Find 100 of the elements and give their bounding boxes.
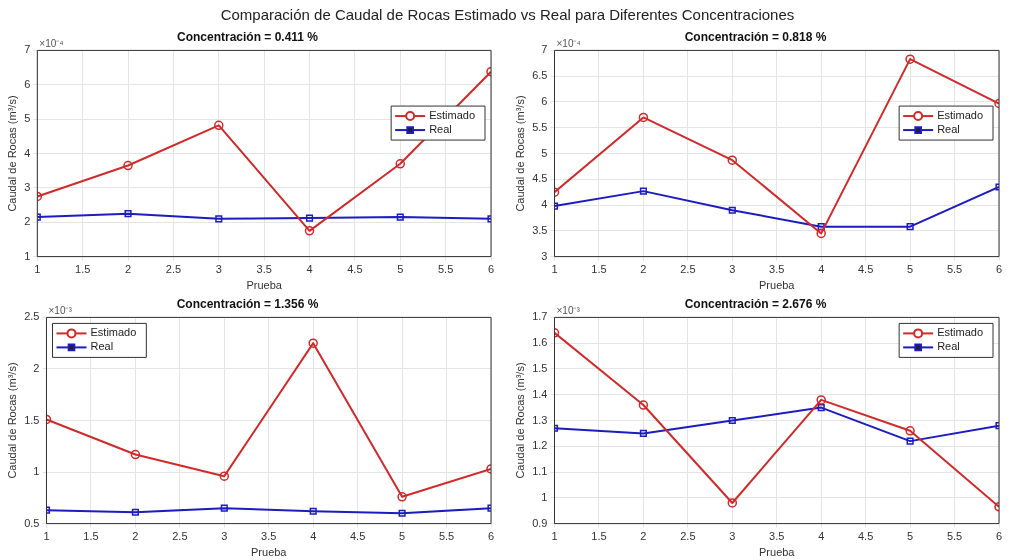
point [727,155,738,165]
y-tick-label: 1.2 [532,439,548,452]
legend-label: Estimado [429,109,476,122]
point [305,214,314,222]
x-tick-label: 3.5 [256,263,272,276]
y-tick-label: 1.6 [532,336,548,349]
point [131,508,139,516]
chart-title: Concentración = 0.411 % [176,29,319,44]
x-tick-label: 1.5 [591,530,607,543]
legend-label: Real [429,123,452,136]
point [130,449,141,460]
point [817,404,825,412]
y-tick-label: 6.5 [532,69,548,82]
point [124,210,132,218]
legend-label: Real [90,340,114,353]
x-tick-label: 1.5 [75,263,91,276]
point [639,187,647,195]
y-tick-label: 1.1 [532,465,548,478]
point [215,215,223,223]
text: ×10⁻⁴ [39,38,64,50]
point [219,471,230,481]
x-tick-label: 4 [306,263,313,276]
point [309,507,317,515]
point [638,112,649,123]
y-axis-title: Caudal de Rocas (m³/s) [513,362,526,479]
point [123,160,133,171]
y-tick-label: 4 [541,198,548,211]
point [728,206,736,214]
x-tick-label: 2 [640,263,647,276]
y-tick-label: 3 [541,249,548,262]
x-tick-label: 3 [221,530,228,543]
chart-title: Concentración = 0.818 % [684,29,827,44]
y-tick-label: 5 [24,112,31,125]
point [398,509,406,517]
y-tick-label: 4 [24,146,31,159]
y-tick-label: 7 [24,43,31,56]
y-tick-label: 0.9 [532,516,548,529]
y-axis-title: Caudal de Rocas (m³/s) [513,95,526,212]
x-tick-label: 3.5 [261,530,277,543]
point [638,400,649,410]
x-tick-label: 4 [818,530,825,543]
x-axis-title: Prueba [759,279,796,292]
point [905,54,915,64]
x-tick-label: 5.5 [437,263,454,276]
x-tick-label: 1.5 [591,263,607,276]
point [395,159,406,169]
point [396,213,404,221]
x-tick-label: 5.5 [438,530,455,543]
y-tick-label: 2 [24,215,31,228]
point [220,504,228,512]
y-tick-label: 3 [24,180,31,193]
x-tick-label: 6 [487,263,495,276]
point [816,228,826,239]
y-tick-label: 0.5 [24,516,40,529]
y-tick-label: 2 [33,361,40,374]
point [304,226,315,236]
x-tick-label: 5.5 [946,263,963,276]
y-tick-label: 6 [541,94,548,107]
x-axis-title: Prueba [246,279,283,292]
y-tick-label: 1 [541,490,548,503]
chart-title: Concentración = 1.356 % [176,296,319,311]
point [905,426,915,436]
legend-label: Real [937,123,960,136]
y-tick-label: 1 [24,249,31,262]
legend-label: Estimado [937,109,984,122]
point [397,492,407,502]
y-tick-label: 5 [541,146,548,159]
y-tick-label: 5.5 [532,120,548,133]
point [214,120,224,131]
y-tick-label: 1.3 [532,413,548,426]
point [816,395,826,405]
y-tick-label: 2.5 [24,310,40,323]
x-tick-label: 3 [729,263,736,276]
text: Comparación de Caudal de Rocas Estimado vs Real para Diferentes Concentraciones [219,6,796,23]
y-axis-title: Caudal de Rocas (m³/s) [5,362,18,479]
chart-title: Concentración = 2.676 % [684,296,827,311]
x-tick-label: 4.5 [858,263,874,276]
point [639,429,647,437]
x-tick-label: 5 [397,263,404,276]
y-tick-label: 1.7 [532,310,548,323]
point [906,223,914,231]
x-tick-label: 3 [729,530,736,543]
x-tick-label: 2 [124,263,132,276]
x-tick-label: 1 [551,263,558,276]
x-tick-label: 4 [818,263,825,276]
x-tick-label: 4.5 [347,263,363,276]
x-tick-label: 4 [310,530,317,543]
x-tick-label: 2 [132,530,139,543]
y-tick-label: 4.5 [532,172,548,185]
x-tick-label: 6 [487,530,495,543]
x-tick-label: 5 [907,263,914,276]
y-tick-label: 1.5 [24,413,40,426]
x-tick-label: 6 [995,263,1003,276]
x-tick-label: 3.5 [769,530,785,543]
text: ×10⁻³ [556,305,581,317]
legend-label: Estimado [937,326,984,339]
x-tick-label: 2.5 [165,263,182,276]
point [906,437,914,445]
x-axis-title: Prueba [251,546,288,559]
x-tick-label: 1.5 [83,530,99,543]
